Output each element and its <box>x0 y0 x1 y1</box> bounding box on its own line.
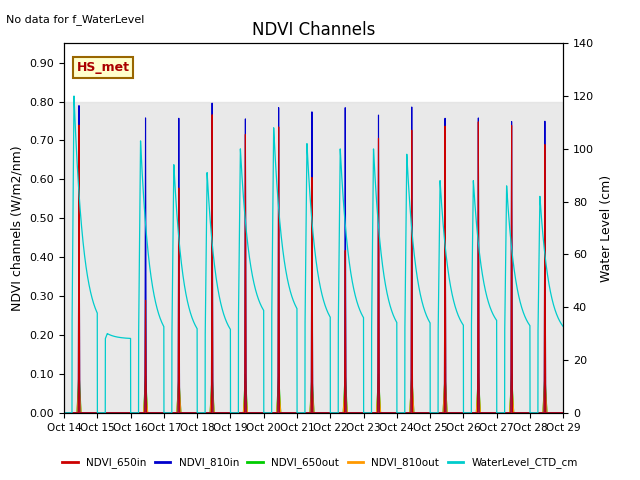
Bar <box>64 102 563 413</box>
Y-axis label: NDVI channels (W/m2/nm): NDVI channels (W/m2/nm) <box>11 145 24 311</box>
Legend: NDVI_650in, NDVI_810in, NDVI_650out, NDVI_810out, WaterLevel_CTD_cm: NDVI_650in, NDVI_810in, NDVI_650out, NDV… <box>58 453 582 472</box>
Title: NDVI Channels: NDVI Channels <box>252 21 375 39</box>
Y-axis label: Water Level (cm): Water Level (cm) <box>600 174 612 282</box>
Text: HS_met: HS_met <box>77 61 129 74</box>
Text: No data for f_WaterLevel: No data for f_WaterLevel <box>6 14 145 25</box>
